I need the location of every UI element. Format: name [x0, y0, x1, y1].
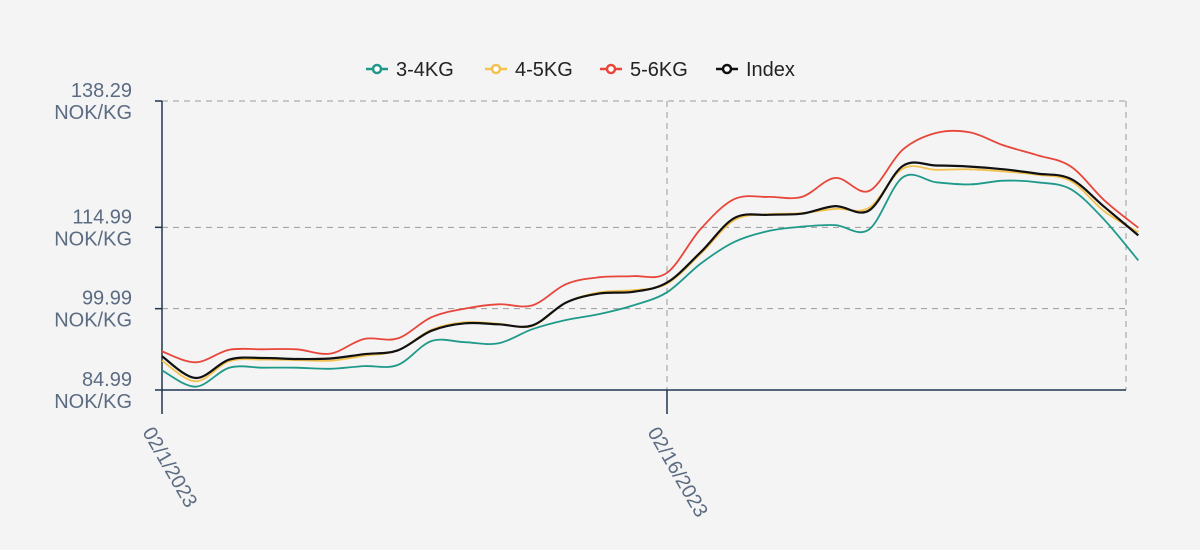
legend-label: 3-4KG — [396, 59, 454, 81]
y-tick-label-3: 138.29 — [71, 80, 132, 102]
y-tick-label-0: 84.99 — [82, 369, 132, 391]
series-line-5-6KG — [161, 129, 1139, 364]
legend: 3-4KG 4-5KG 5-6KG Index — [366, 59, 795, 81]
legend-swatch-marker — [721, 63, 733, 75]
legend-item-3-4KG: 3-4KG — [366, 59, 454, 81]
series-line-3-4KG — [161, 173, 1139, 388]
y-tick-unit-0: NOK/KG — [54, 391, 132, 413]
series-line-Index — [161, 161, 1140, 380]
legend-swatch-marker — [490, 63, 502, 75]
grid — [161, 100, 1127, 391]
legend-label: Index — [746, 59, 795, 81]
y-tick-unit-1: NOK/KG — [54, 310, 132, 332]
y-tick-label-1: 99.99 — [82, 288, 132, 310]
x-tick-label-0: 02/1/2023 — [138, 424, 202, 512]
legend-swatch-marker — [371, 63, 383, 75]
y-tick-unit-3: NOK/KG — [54, 102, 132, 124]
x-tick-label-1: 02/16/2023 — [643, 424, 712, 522]
y-tick-unit-2: NOK/KG — [54, 228, 132, 250]
series-line-4-5KG — [161, 165, 1139, 383]
x-axis: 02/1/2023 02/16/2023 — [138, 389, 1126, 522]
series-lines — [161, 129, 1140, 388]
legend-label: 5-6KG — [630, 59, 688, 81]
legend-item-5-6KG: 5-6KG — [600, 59, 688, 81]
legend-item-4-5KG: 4-5KG — [485, 59, 573, 81]
legend-label: 4-5KG — [515, 59, 573, 81]
y-axis: 84.99NOK/KG99.99NOK/KG114.99NOK/KG138.29… — [54, 80, 163, 413]
legend-swatch-marker — [605, 63, 617, 75]
legend-item-Index: Index — [716, 59, 795, 81]
y-tick-label-2: 114.99 — [72, 206, 132, 228]
